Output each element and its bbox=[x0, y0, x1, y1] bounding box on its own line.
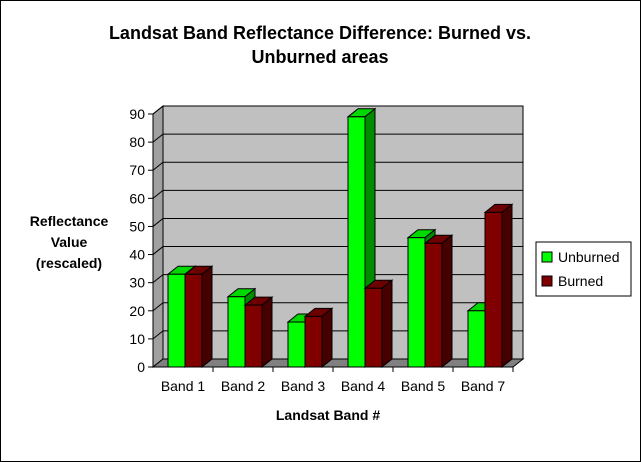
y-gridline bbox=[152, 274, 523, 284]
bar-side bbox=[381, 279, 393, 369]
y-tick-label: 30 bbox=[129, 275, 145, 291]
plot-area: 0 10 20 30 40 50 60 70 80 90 Band 1 Band 2 Band 3 Ban… bbox=[129, 104, 525, 394]
legend-label-unburned: Unburned bbox=[558, 249, 620, 265]
chart-title-line-1: Landsat Band Reflectance Difference: Bur… bbox=[109, 23, 531, 43]
legend-box bbox=[535, 241, 632, 297]
y-gridline bbox=[152, 302, 523, 312]
y-tick-label: 40 bbox=[129, 247, 145, 263]
y-gridline bbox=[152, 133, 523, 143]
bar-front bbox=[227, 296, 246, 368]
legend-label-burned: Burned bbox=[558, 273, 603, 289]
legend-swatch-unburned bbox=[541, 251, 553, 263]
bar-front bbox=[287, 321, 306, 368]
y-gridline bbox=[152, 105, 523, 115]
y-gridline bbox=[152, 217, 523, 227]
x-tick-label: Band 3 bbox=[281, 378, 326, 394]
x-tick-label: Band 5 bbox=[401, 378, 446, 394]
y-axis-title-line-2: Value bbox=[51, 234, 88, 250]
bar-front bbox=[304, 315, 323, 368]
bar-side bbox=[261, 296, 273, 369]
bar-front bbox=[424, 242, 443, 368]
plot-side-wall bbox=[152, 104, 164, 369]
bar-burned-band-1 bbox=[183, 265, 214, 369]
legend: Unburned Burned bbox=[535, 241, 632, 297]
bar-burned-band-4 bbox=[363, 279, 394, 369]
legend-swatch-burned bbox=[541, 275, 553, 287]
bar-front bbox=[167, 273, 186, 368]
bar-burned-band-3 bbox=[303, 307, 334, 369]
y-tick-label: 0 bbox=[137, 359, 145, 375]
bar-burned-band-7 bbox=[483, 203, 514, 369]
x-tick-label: Band 2 bbox=[221, 378, 266, 394]
bar-front bbox=[407, 237, 426, 368]
y-tick-label: 90 bbox=[129, 106, 145, 122]
bar-side bbox=[321, 307, 333, 369]
bar-front bbox=[347, 116, 366, 368]
bar-side bbox=[441, 234, 453, 369]
y-gridline bbox=[152, 330, 523, 340]
x-tick-label: Band 1 bbox=[161, 378, 206, 394]
plot-back-wall bbox=[162, 105, 524, 360]
y-tick-label: 70 bbox=[129, 162, 145, 178]
x-axis-title: Landsat Band # bbox=[276, 407, 380, 423]
y-gridline bbox=[152, 161, 523, 171]
y-tick-label: 20 bbox=[129, 303, 145, 319]
bar-front bbox=[467, 310, 486, 368]
x-tick-label: Band 7 bbox=[461, 378, 506, 394]
y-axis-title-line-3: (rescaled) bbox=[36, 255, 102, 271]
bar-front bbox=[184, 273, 203, 368]
x-tick-label: Band 4 bbox=[341, 378, 386, 394]
bar-burned-band-2 bbox=[243, 296, 274, 369]
chart-title-line-2: Unburned areas bbox=[251, 47, 388, 67]
bar-front bbox=[484, 211, 503, 368]
y-gridline bbox=[152, 246, 523, 255]
y-tick-label: 10 bbox=[129, 331, 145, 347]
y-tick-label: 50 bbox=[129, 218, 145, 234]
y-tick-label: 80 bbox=[129, 134, 145, 150]
y-axis-title-line-1: Reflectance bbox=[30, 213, 109, 229]
bar-side bbox=[501, 203, 513, 369]
y-gridline bbox=[152, 189, 523, 199]
bar-front bbox=[364, 287, 383, 368]
bar-burned-band-5 bbox=[423, 234, 454, 369]
bar-side bbox=[201, 265, 213, 369]
bar-front bbox=[244, 304, 263, 368]
y-tick-label: 60 bbox=[129, 190, 145, 206]
